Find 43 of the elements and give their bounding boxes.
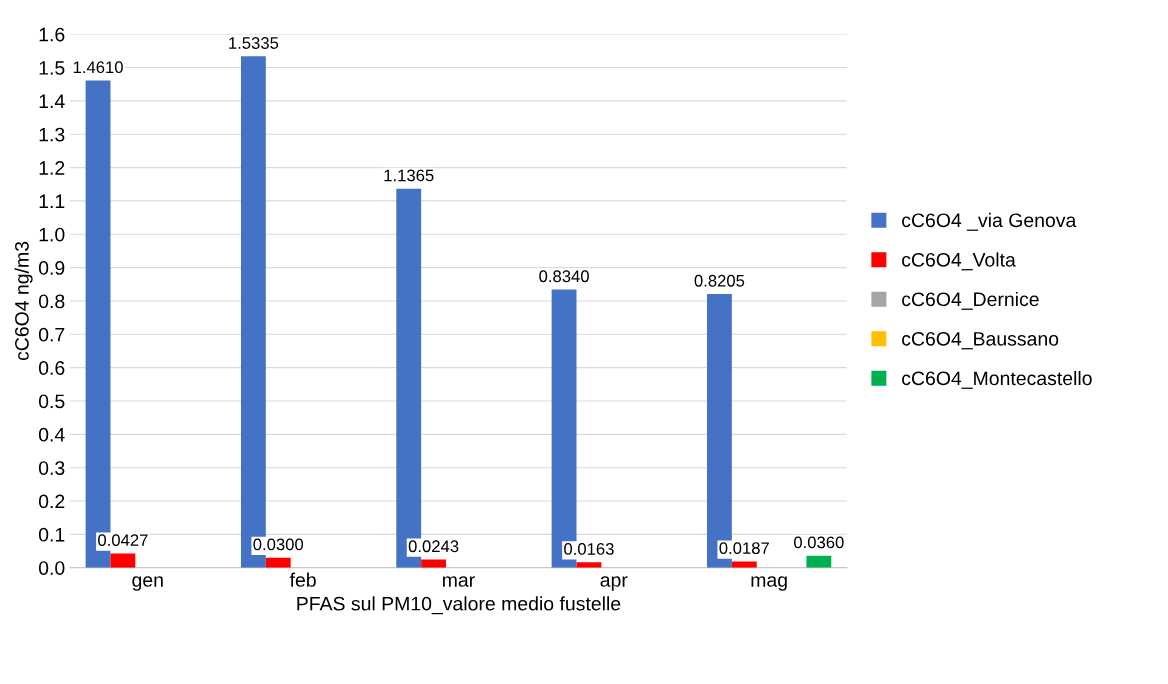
bar [731, 561, 757, 568]
x-tick-label: mar [442, 576, 475, 587]
data-label: 0.0427 [98, 534, 148, 547]
x-tick-label: gen [132, 576, 163, 591]
y-tick-label: 1.4 [39, 94, 65, 108]
legend-label: cC6O4_Volta [902, 252, 1016, 271]
x-tick-label: feb [289, 572, 316, 587]
y-tick-label: 0.8 [38, 294, 65, 309]
y-tick-label: 0.6 [38, 361, 65, 375]
y-tick-label: 0.4 [38, 427, 65, 442]
data-label: 0.0187 [719, 542, 769, 555]
data-label: 1.5335 [229, 37, 279, 49]
legend-label: cC6O4_Baussano [902, 331, 1059, 350]
legend-label: cC6O4_Dernice [902, 291, 1039, 310]
bar [265, 557, 291, 568]
x-tick-label: mag [751, 576, 787, 591]
y-tick-label: 1.0 [39, 227, 65, 242]
y-tick-label: 0.7 [38, 327, 65, 342]
data-label: 0.0300 [253, 538, 304, 551]
y-tick-label: 0.1 [38, 527, 65, 542]
data-label: 0.0243 [408, 540, 459, 553]
data-label: 0.8205 [694, 274, 745, 287]
data-label: 1.1365 [384, 169, 434, 182]
y-tick-label: 1.6 [39, 27, 65, 42]
y-tick-label: 1.2 [39, 161, 65, 175]
y-tick-label: 0.5 [38, 394, 65, 409]
y-tick-label: 1.5 [39, 61, 65, 75]
x-tick-label: apr [600, 576, 628, 591]
data-label: 1.4610 [73, 61, 123, 74]
bar [806, 555, 832, 568]
y-axis-title: cC6O4 ng/m3 [14, 241, 33, 361]
data-label: 0.0163 [564, 543, 614, 555]
y-tick-label: 0.3 [38, 461, 65, 475]
x-axis-title: PFAS sul PM10_valore medio fustelle [297, 596, 621, 615]
data-label: 0.0360 [794, 536, 844, 549]
legend-label: cC6O4 _via Genova [902, 212, 1077, 231]
y-tick-label: 1.1 [39, 194, 65, 208]
y-tick-label: 0.2 [38, 494, 65, 509]
y-tick-label: 1.3 [39, 127, 65, 142]
y-tick-label: 0.9 [38, 261, 65, 275]
legend-label: cC6O4_Montecastello [902, 370, 1092, 389]
y-tick-label: 0.0 [38, 561, 65, 575]
data-label: 0.8340 [539, 270, 589, 283]
